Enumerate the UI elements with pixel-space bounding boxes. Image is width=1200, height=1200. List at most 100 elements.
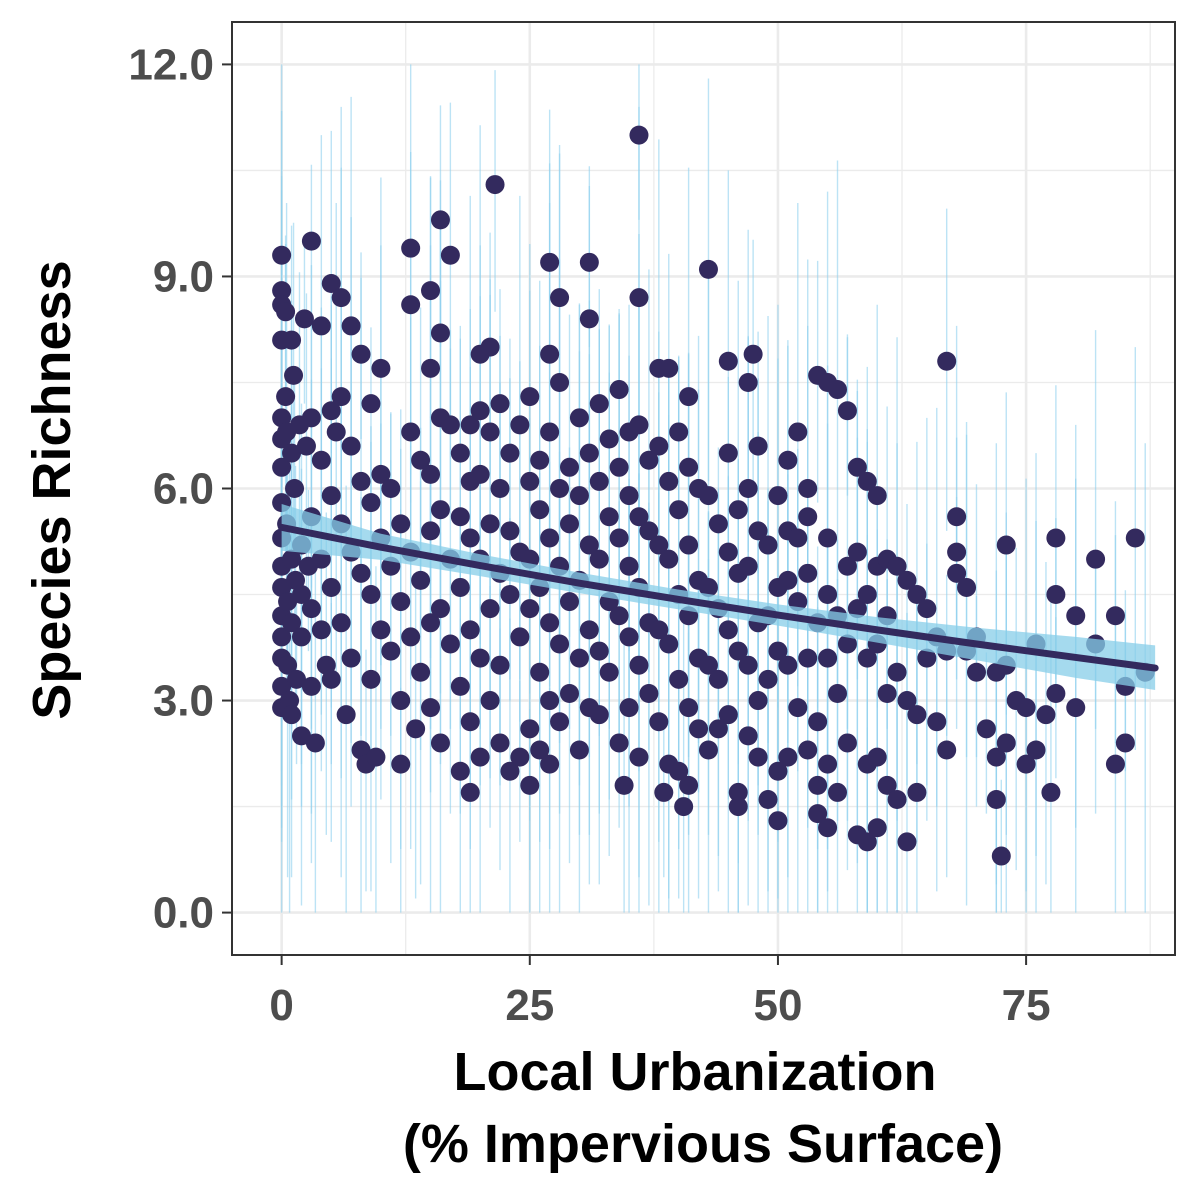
regression-fit bbox=[278, 504, 1159, 690]
data-point bbox=[788, 422, 808, 442]
data-point bbox=[579, 309, 599, 329]
data-point bbox=[847, 457, 867, 477]
data-point bbox=[917, 599, 937, 619]
data-point bbox=[272, 627, 292, 647]
data-point bbox=[351, 344, 371, 364]
data-point bbox=[639, 683, 659, 703]
data-point bbox=[530, 500, 550, 520]
data-point bbox=[341, 316, 361, 336]
y-axis-title: Species Richness bbox=[22, 260, 82, 719]
data-point bbox=[679, 698, 699, 718]
data-point bbox=[540, 252, 560, 272]
data-point bbox=[450, 676, 470, 696]
data-point bbox=[321, 577, 341, 597]
data-point bbox=[818, 818, 838, 838]
data-point bbox=[540, 691, 560, 711]
data-point bbox=[421, 613, 441, 633]
data-point bbox=[569, 408, 589, 428]
data-point bbox=[272, 281, 292, 301]
data-point bbox=[510, 627, 530, 647]
data-point bbox=[877, 775, 897, 795]
data-point bbox=[629, 507, 649, 527]
data-point bbox=[276, 387, 296, 407]
data-point bbox=[778, 570, 798, 590]
data-point bbox=[500, 585, 520, 605]
data-point bbox=[285, 479, 305, 498]
data-point bbox=[609, 457, 629, 477]
data-point bbox=[659, 471, 679, 491]
data-point bbox=[411, 450, 431, 470]
data-point bbox=[768, 486, 788, 506]
data-point bbox=[609, 380, 629, 400]
data-point bbox=[619, 698, 639, 718]
data-point bbox=[331, 613, 351, 633]
data-point bbox=[589, 641, 609, 661]
data-point bbox=[907, 782, 927, 802]
data-point bbox=[649, 535, 669, 555]
data-point bbox=[748, 521, 768, 541]
data-point bbox=[430, 733, 450, 753]
data-point bbox=[907, 585, 927, 605]
data-point bbox=[828, 782, 848, 802]
data-point bbox=[808, 804, 828, 824]
fit-line bbox=[278, 523, 1159, 672]
data-point bbox=[748, 436, 768, 456]
data-point bbox=[798, 563, 818, 583]
data-point bbox=[336, 705, 356, 725]
data-point bbox=[1046, 585, 1066, 605]
data-point bbox=[361, 669, 381, 689]
data-point bbox=[480, 514, 500, 534]
data-point bbox=[470, 401, 490, 421]
data-point bbox=[728, 641, 748, 661]
data-point bbox=[1066, 698, 1086, 718]
data-point bbox=[301, 676, 321, 696]
x-axis-title-line2: (% Impervious Surface) bbox=[403, 1114, 1003, 1174]
data-point bbox=[609, 528, 629, 548]
data-point bbox=[321, 401, 341, 421]
data-point bbox=[887, 790, 907, 809]
data-point bbox=[490, 394, 510, 414]
data-point bbox=[937, 351, 957, 371]
data-point bbox=[321, 274, 341, 294]
data-point bbox=[867, 747, 887, 767]
data-point bbox=[406, 719, 426, 739]
data-point bbox=[589, 705, 609, 725]
data-point bbox=[788, 528, 808, 548]
data-point bbox=[907, 705, 927, 725]
data-point bbox=[301, 408, 321, 428]
data-point bbox=[589, 549, 609, 569]
data-point bbox=[718, 542, 738, 562]
data-point bbox=[1086, 549, 1106, 569]
data-point bbox=[278, 655, 298, 675]
data-point bbox=[361, 493, 381, 513]
data-point bbox=[897, 570, 917, 590]
data-point bbox=[847, 542, 867, 562]
data-point bbox=[937, 740, 957, 760]
data-point bbox=[619, 627, 639, 647]
data-point bbox=[411, 662, 431, 682]
y-tick-label: 0.0 bbox=[153, 889, 214, 938]
data-point bbox=[282, 549, 302, 569]
data-point bbox=[857, 648, 877, 668]
data-point bbox=[728, 500, 748, 520]
data-point bbox=[1115, 733, 1135, 753]
data-point bbox=[450, 443, 470, 463]
data-point bbox=[520, 719, 540, 739]
data-point bbox=[282, 330, 302, 350]
data-point bbox=[828, 683, 848, 703]
data-point bbox=[391, 592, 411, 612]
data-point bbox=[991, 846, 1011, 866]
data-point bbox=[381, 641, 401, 661]
data-point bbox=[788, 698, 808, 718]
data-point bbox=[1036, 705, 1056, 725]
data-point bbox=[540, 528, 560, 548]
data-point bbox=[837, 733, 857, 753]
data-point bbox=[460, 528, 480, 548]
data-point bbox=[530, 662, 550, 682]
data-point bbox=[282, 613, 302, 633]
data-point bbox=[371, 620, 391, 640]
data-point bbox=[480, 599, 500, 619]
data-point bbox=[401, 238, 421, 258]
data-point bbox=[1046, 683, 1066, 703]
